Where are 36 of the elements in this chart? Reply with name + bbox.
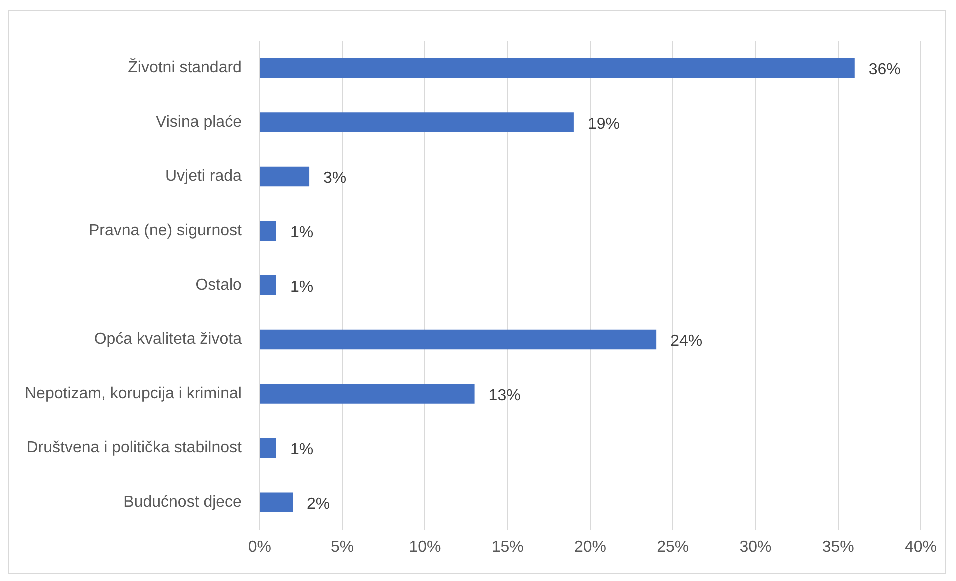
data-label: 24% xyxy=(670,333,703,350)
x-tick-label: 35% xyxy=(822,538,854,556)
y-tick-label: Nepotizam, korupcija i kriminal xyxy=(24,385,242,402)
x-tick-label: 30% xyxy=(740,538,772,556)
bar xyxy=(260,276,276,296)
y-tick-label: Visina plaće xyxy=(156,114,242,131)
data-label: 1% xyxy=(290,442,314,459)
x-tick-label: 25% xyxy=(657,538,690,556)
y-tick-label: Životni standard xyxy=(128,58,242,77)
x-tick-label: 0% xyxy=(248,538,272,556)
y-tick-label: Uvjeti rada xyxy=(165,168,242,186)
y-tick-label: Društvena i politička stabilnost xyxy=(26,440,243,457)
data-label: 36% xyxy=(868,62,901,79)
data-label: 2% xyxy=(307,496,330,514)
bar xyxy=(260,438,276,458)
bar xyxy=(260,330,657,350)
y-tick-label: Ostalo xyxy=(196,276,242,294)
x-tick-label: 15% xyxy=(492,538,524,556)
bar xyxy=(260,384,475,404)
data-label: 1% xyxy=(290,224,314,242)
data-label: 3% xyxy=(324,170,347,188)
bar xyxy=(260,58,855,78)
bar xyxy=(260,492,294,513)
x-tick-label: 40% xyxy=(904,538,938,556)
x-tick-label: 20% xyxy=(574,538,606,556)
y-tick-label: Budućnost djece xyxy=(124,494,242,512)
data-label: 13% xyxy=(488,387,521,404)
x-tick-label: 5% xyxy=(331,538,354,556)
y-tick-label: Opća kvaliteta života xyxy=(94,331,242,348)
data-label: 19% xyxy=(588,116,620,133)
bar xyxy=(260,166,310,187)
data-label: 1% xyxy=(290,278,314,296)
bar xyxy=(260,221,276,241)
x-tick-label: 10% xyxy=(409,538,442,556)
bar xyxy=(260,112,574,132)
y-tick-label: Pravna (ne) sigurnost xyxy=(88,222,243,240)
